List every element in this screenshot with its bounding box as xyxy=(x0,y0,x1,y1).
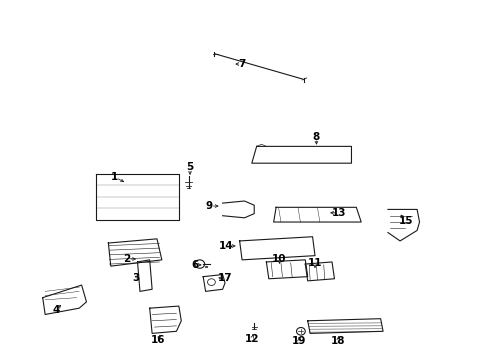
Text: 15: 15 xyxy=(398,216,412,226)
Text: 2: 2 xyxy=(123,254,130,264)
Text: 17: 17 xyxy=(217,273,232,283)
Text: 10: 10 xyxy=(272,253,286,264)
Text: 13: 13 xyxy=(331,208,346,218)
Text: 1: 1 xyxy=(111,172,118,182)
Text: 11: 11 xyxy=(307,258,322,268)
Text: 9: 9 xyxy=(205,201,213,211)
Text: 8: 8 xyxy=(312,132,320,142)
Text: 14: 14 xyxy=(219,241,233,251)
Text: 18: 18 xyxy=(330,336,345,346)
Text: 4: 4 xyxy=(52,305,60,315)
Text: 7: 7 xyxy=(238,59,245,69)
Text: 3: 3 xyxy=(132,273,140,283)
Text: 16: 16 xyxy=(150,335,165,345)
Text: 12: 12 xyxy=(244,334,259,344)
Text: 6: 6 xyxy=(191,260,198,270)
Text: 19: 19 xyxy=(291,336,305,346)
Text: 5: 5 xyxy=(186,162,193,172)
